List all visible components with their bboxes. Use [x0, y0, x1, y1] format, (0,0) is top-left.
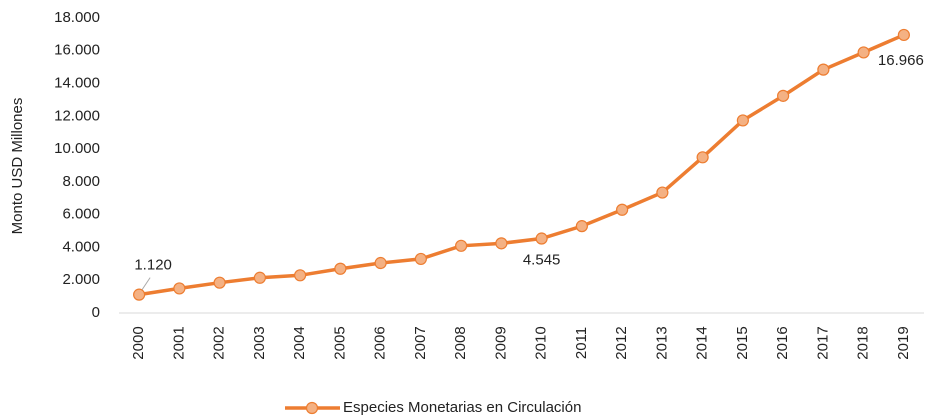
x-tick-label: 2008: [452, 326, 469, 359]
y-tick-label: 18.000: [54, 9, 100, 26]
data-point: [777, 89, 790, 102]
y-tick-label: 4.000: [62, 238, 100, 255]
legend-label: Especies Monetarias en Circulación: [343, 399, 581, 416]
data-point: [414, 252, 427, 266]
y-tick-label: 10.000: [54, 140, 100, 157]
x-tick-label: 2009: [492, 326, 509, 359]
data-point: [294, 269, 307, 282]
data-point: [817, 63, 830, 76]
data-point: [736, 114, 749, 127]
data-point: [656, 186, 669, 199]
data-point: [173, 282, 186, 295]
x-tick-label: 2005: [331, 326, 348, 359]
y-axis-label: Monto USD Millones: [9, 98, 26, 235]
data-label: 1.120: [134, 257, 172, 274]
data-point: [696, 151, 709, 164]
data-point: [616, 203, 629, 216]
x-tick-label: 2019: [895, 326, 912, 359]
data-point: [133, 288, 146, 301]
data-point: [374, 256, 387, 270]
data-point: [857, 46, 870, 59]
y-tick-label: 6.000: [62, 206, 100, 223]
data-point: [213, 276, 226, 289]
x-tick-label: 2015: [734, 326, 751, 359]
x-tick-label: 2000: [130, 326, 147, 359]
x-tick-label: 2006: [372, 326, 389, 359]
x-tick-label: 2001: [170, 326, 187, 359]
x-tick-label: 2017: [814, 326, 831, 359]
data-point: [334, 262, 347, 275]
label-leader: [141, 277, 151, 290]
x-tick-label: 2014: [694, 326, 711, 359]
data-point: [535, 232, 548, 245]
x-tick-label: 2018: [855, 326, 872, 359]
data-point: [253, 271, 266, 284]
data-point: [897, 28, 910, 42]
data-point: [495, 237, 508, 250]
x-tick-label: 2003: [251, 326, 268, 359]
y-tick-label: 0: [92, 304, 100, 321]
x-tick-label: 2016: [774, 326, 791, 359]
y-tick-label: 14.000: [54, 75, 100, 92]
y-tick-label: 2.000: [62, 271, 100, 288]
x-tick-label: 2007: [412, 326, 429, 359]
x-tick-label: 2002: [211, 326, 228, 359]
x-tick-label: 2013: [653, 326, 670, 359]
data-label: 16.966: [878, 52, 924, 69]
x-tick-label: 2011: [573, 327, 590, 359]
x-tick-label: 2004: [291, 326, 308, 359]
legend-marker: [305, 401, 319, 415]
x-tick-label: 2010: [533, 326, 550, 359]
data-label: 4.545: [523, 251, 561, 268]
y-tick-label: 12.000: [54, 107, 100, 124]
y-tick-label: 8.000: [62, 173, 100, 190]
data-line: [138, 33, 905, 297]
y-tick-label: 16.000: [54, 42, 100, 59]
data-point: [455, 239, 468, 252]
x-tick-label: 2012: [613, 326, 630, 359]
data-point: [575, 220, 588, 233]
